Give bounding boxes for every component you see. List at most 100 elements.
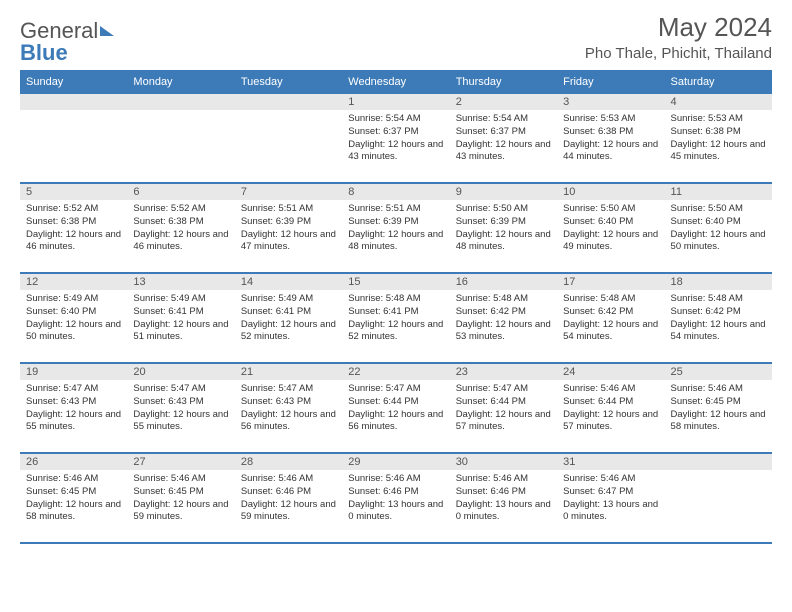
day-number: 15 (342, 274, 449, 290)
day-details: Sunrise: 5:52 AMSunset: 6:38 PMDaylight:… (127, 200, 234, 257)
month-title: May 2024 (585, 12, 772, 43)
day-details: Sunrise: 5:49 AMSunset: 6:40 PMDaylight:… (20, 290, 127, 347)
calendar-day-cell: 27Sunrise: 5:46 AMSunset: 6:45 PMDayligh… (127, 453, 234, 543)
calendar-day-cell: 16Sunrise: 5:48 AMSunset: 6:42 PMDayligh… (450, 273, 557, 363)
day-details: Sunrise: 5:47 AMSunset: 6:43 PMDaylight:… (127, 380, 234, 437)
calendar-day-cell: 30Sunrise: 5:46 AMSunset: 6:46 PMDayligh… (450, 453, 557, 543)
day-number: 31 (557, 454, 664, 470)
calendar-day-cell (20, 93, 127, 183)
calendar-day-cell: 24Sunrise: 5:46 AMSunset: 6:44 PMDayligh… (557, 363, 664, 453)
day-number: 18 (665, 274, 772, 290)
day-number: 12 (20, 274, 127, 290)
day-details: Sunrise: 5:48 AMSunset: 6:42 PMDaylight:… (557, 290, 664, 347)
day-number-empty (127, 94, 234, 110)
calendar-day-cell: 2Sunrise: 5:54 AMSunset: 6:37 PMDaylight… (450, 93, 557, 183)
calendar-body: 1Sunrise: 5:54 AMSunset: 6:37 PMDaylight… (20, 93, 772, 543)
day-details: Sunrise: 5:46 AMSunset: 6:46 PMDaylight:… (342, 470, 449, 527)
day-details: Sunrise: 5:48 AMSunset: 6:42 PMDaylight:… (450, 290, 557, 347)
day-number: 9 (450, 184, 557, 200)
calendar-day-cell: 12Sunrise: 5:49 AMSunset: 6:40 PMDayligh… (20, 273, 127, 363)
day-details: Sunrise: 5:49 AMSunset: 6:41 PMDaylight:… (127, 290, 234, 347)
day-details: Sunrise: 5:47 AMSunset: 6:43 PMDaylight:… (20, 380, 127, 437)
calendar-day-cell: 18Sunrise: 5:48 AMSunset: 6:42 PMDayligh… (665, 273, 772, 363)
calendar-day-cell: 7Sunrise: 5:51 AMSunset: 6:39 PMDaylight… (235, 183, 342, 273)
weekday-header: Saturday (665, 71, 772, 93)
calendar-day-cell: 26Sunrise: 5:46 AMSunset: 6:45 PMDayligh… (20, 453, 127, 543)
day-number: 14 (235, 274, 342, 290)
weekday-header: Tuesday (235, 71, 342, 93)
day-number: 4 (665, 94, 772, 110)
day-details: Sunrise: 5:46 AMSunset: 6:46 PMDaylight:… (235, 470, 342, 527)
day-details: Sunrise: 5:46 AMSunset: 6:46 PMDaylight:… (450, 470, 557, 527)
day-details: Sunrise: 5:46 AMSunset: 6:45 PMDaylight:… (127, 470, 234, 527)
calendar-day-cell: 14Sunrise: 5:49 AMSunset: 6:41 PMDayligh… (235, 273, 342, 363)
day-number: 2 (450, 94, 557, 110)
calendar-day-cell: 13Sunrise: 5:49 AMSunset: 6:41 PMDayligh… (127, 273, 234, 363)
calendar-day-cell: 1Sunrise: 5:54 AMSunset: 6:37 PMDaylight… (342, 93, 449, 183)
day-details: Sunrise: 5:48 AMSunset: 6:41 PMDaylight:… (342, 290, 449, 347)
day-details: Sunrise: 5:47 AMSunset: 6:44 PMDaylight:… (342, 380, 449, 437)
calendar-day-cell: 23Sunrise: 5:47 AMSunset: 6:44 PMDayligh… (450, 363, 557, 453)
calendar-day-cell (235, 93, 342, 183)
day-number-empty (20, 94, 127, 110)
calendar-day-cell: 31Sunrise: 5:46 AMSunset: 6:47 PMDayligh… (557, 453, 664, 543)
calendar-day-cell: 29Sunrise: 5:46 AMSunset: 6:46 PMDayligh… (342, 453, 449, 543)
day-number: 28 (235, 454, 342, 470)
day-number: 5 (20, 184, 127, 200)
calendar-day-cell: 4Sunrise: 5:53 AMSunset: 6:38 PMDaylight… (665, 93, 772, 183)
day-details: Sunrise: 5:51 AMSunset: 6:39 PMDaylight:… (235, 200, 342, 257)
day-details: Sunrise: 5:50 AMSunset: 6:40 PMDaylight:… (557, 200, 664, 257)
calendar-day-cell: 22Sunrise: 5:47 AMSunset: 6:44 PMDayligh… (342, 363, 449, 453)
day-number: 8 (342, 184, 449, 200)
day-details: Sunrise: 5:54 AMSunset: 6:37 PMDaylight:… (450, 110, 557, 167)
calendar-day-cell: 9Sunrise: 5:50 AMSunset: 6:39 PMDaylight… (450, 183, 557, 273)
calendar-day-cell: 11Sunrise: 5:50 AMSunset: 6:40 PMDayligh… (665, 183, 772, 273)
day-number: 7 (235, 184, 342, 200)
day-number: 13 (127, 274, 234, 290)
day-number: 17 (557, 274, 664, 290)
calendar-table: SundayMondayTuesdayWednesdayThursdayFrid… (20, 70, 772, 544)
day-details: Sunrise: 5:46 AMSunset: 6:45 PMDaylight:… (20, 470, 127, 527)
weekday-header: Friday (557, 71, 664, 93)
day-details: Sunrise: 5:53 AMSunset: 6:38 PMDaylight:… (665, 110, 772, 167)
day-details: Sunrise: 5:49 AMSunset: 6:41 PMDaylight:… (235, 290, 342, 347)
calendar-day-cell: 17Sunrise: 5:48 AMSunset: 6:42 PMDayligh… (557, 273, 664, 363)
day-number: 11 (665, 184, 772, 200)
day-details: Sunrise: 5:51 AMSunset: 6:39 PMDaylight:… (342, 200, 449, 257)
calendar-day-cell: 25Sunrise: 5:46 AMSunset: 6:45 PMDayligh… (665, 363, 772, 453)
calendar-week-row: 26Sunrise: 5:46 AMSunset: 6:45 PMDayligh… (20, 453, 772, 543)
day-number: 6 (127, 184, 234, 200)
weekday-header: Thursday (450, 71, 557, 93)
calendar-week-row: 19Sunrise: 5:47 AMSunset: 6:43 PMDayligh… (20, 363, 772, 453)
calendar-day-cell: 8Sunrise: 5:51 AMSunset: 6:39 PMDaylight… (342, 183, 449, 273)
day-details: Sunrise: 5:54 AMSunset: 6:37 PMDaylight:… (342, 110, 449, 167)
day-number-empty (235, 94, 342, 110)
day-details: Sunrise: 5:50 AMSunset: 6:40 PMDaylight:… (665, 200, 772, 257)
day-number: 10 (557, 184, 664, 200)
calendar-day-cell: 15Sunrise: 5:48 AMSunset: 6:41 PMDayligh… (342, 273, 449, 363)
day-details: Sunrise: 5:50 AMSunset: 6:39 PMDaylight:… (450, 200, 557, 257)
weekday-header: Monday (127, 71, 234, 93)
day-number: 23 (450, 364, 557, 380)
calendar-week-row: 12Sunrise: 5:49 AMSunset: 6:40 PMDayligh… (20, 273, 772, 363)
day-number: 25 (665, 364, 772, 380)
day-number: 24 (557, 364, 664, 380)
day-number: 26 (20, 454, 127, 470)
day-number: 22 (342, 364, 449, 380)
calendar-day-cell (127, 93, 234, 183)
day-details: Sunrise: 5:52 AMSunset: 6:38 PMDaylight:… (20, 200, 127, 257)
day-number-empty (665, 454, 772, 470)
logo-text-2: Blue (20, 40, 772, 66)
day-details: Sunrise: 5:53 AMSunset: 6:38 PMDaylight:… (557, 110, 664, 167)
calendar-day-cell (665, 453, 772, 543)
day-details: Sunrise: 5:46 AMSunset: 6:45 PMDaylight:… (665, 380, 772, 437)
day-details: Sunrise: 5:46 AMSunset: 6:47 PMDaylight:… (557, 470, 664, 527)
calendar-day-cell: 6Sunrise: 5:52 AMSunset: 6:38 PMDaylight… (127, 183, 234, 273)
day-number: 21 (235, 364, 342, 380)
weekday-header: Sunday (20, 71, 127, 93)
calendar-day-cell: 19Sunrise: 5:47 AMSunset: 6:43 PMDayligh… (20, 363, 127, 453)
calendar-day-cell: 21Sunrise: 5:47 AMSunset: 6:43 PMDayligh… (235, 363, 342, 453)
weekday-header-row: SundayMondayTuesdayWednesdayThursdayFrid… (20, 71, 772, 93)
day-number: 16 (450, 274, 557, 290)
day-number: 19 (20, 364, 127, 380)
